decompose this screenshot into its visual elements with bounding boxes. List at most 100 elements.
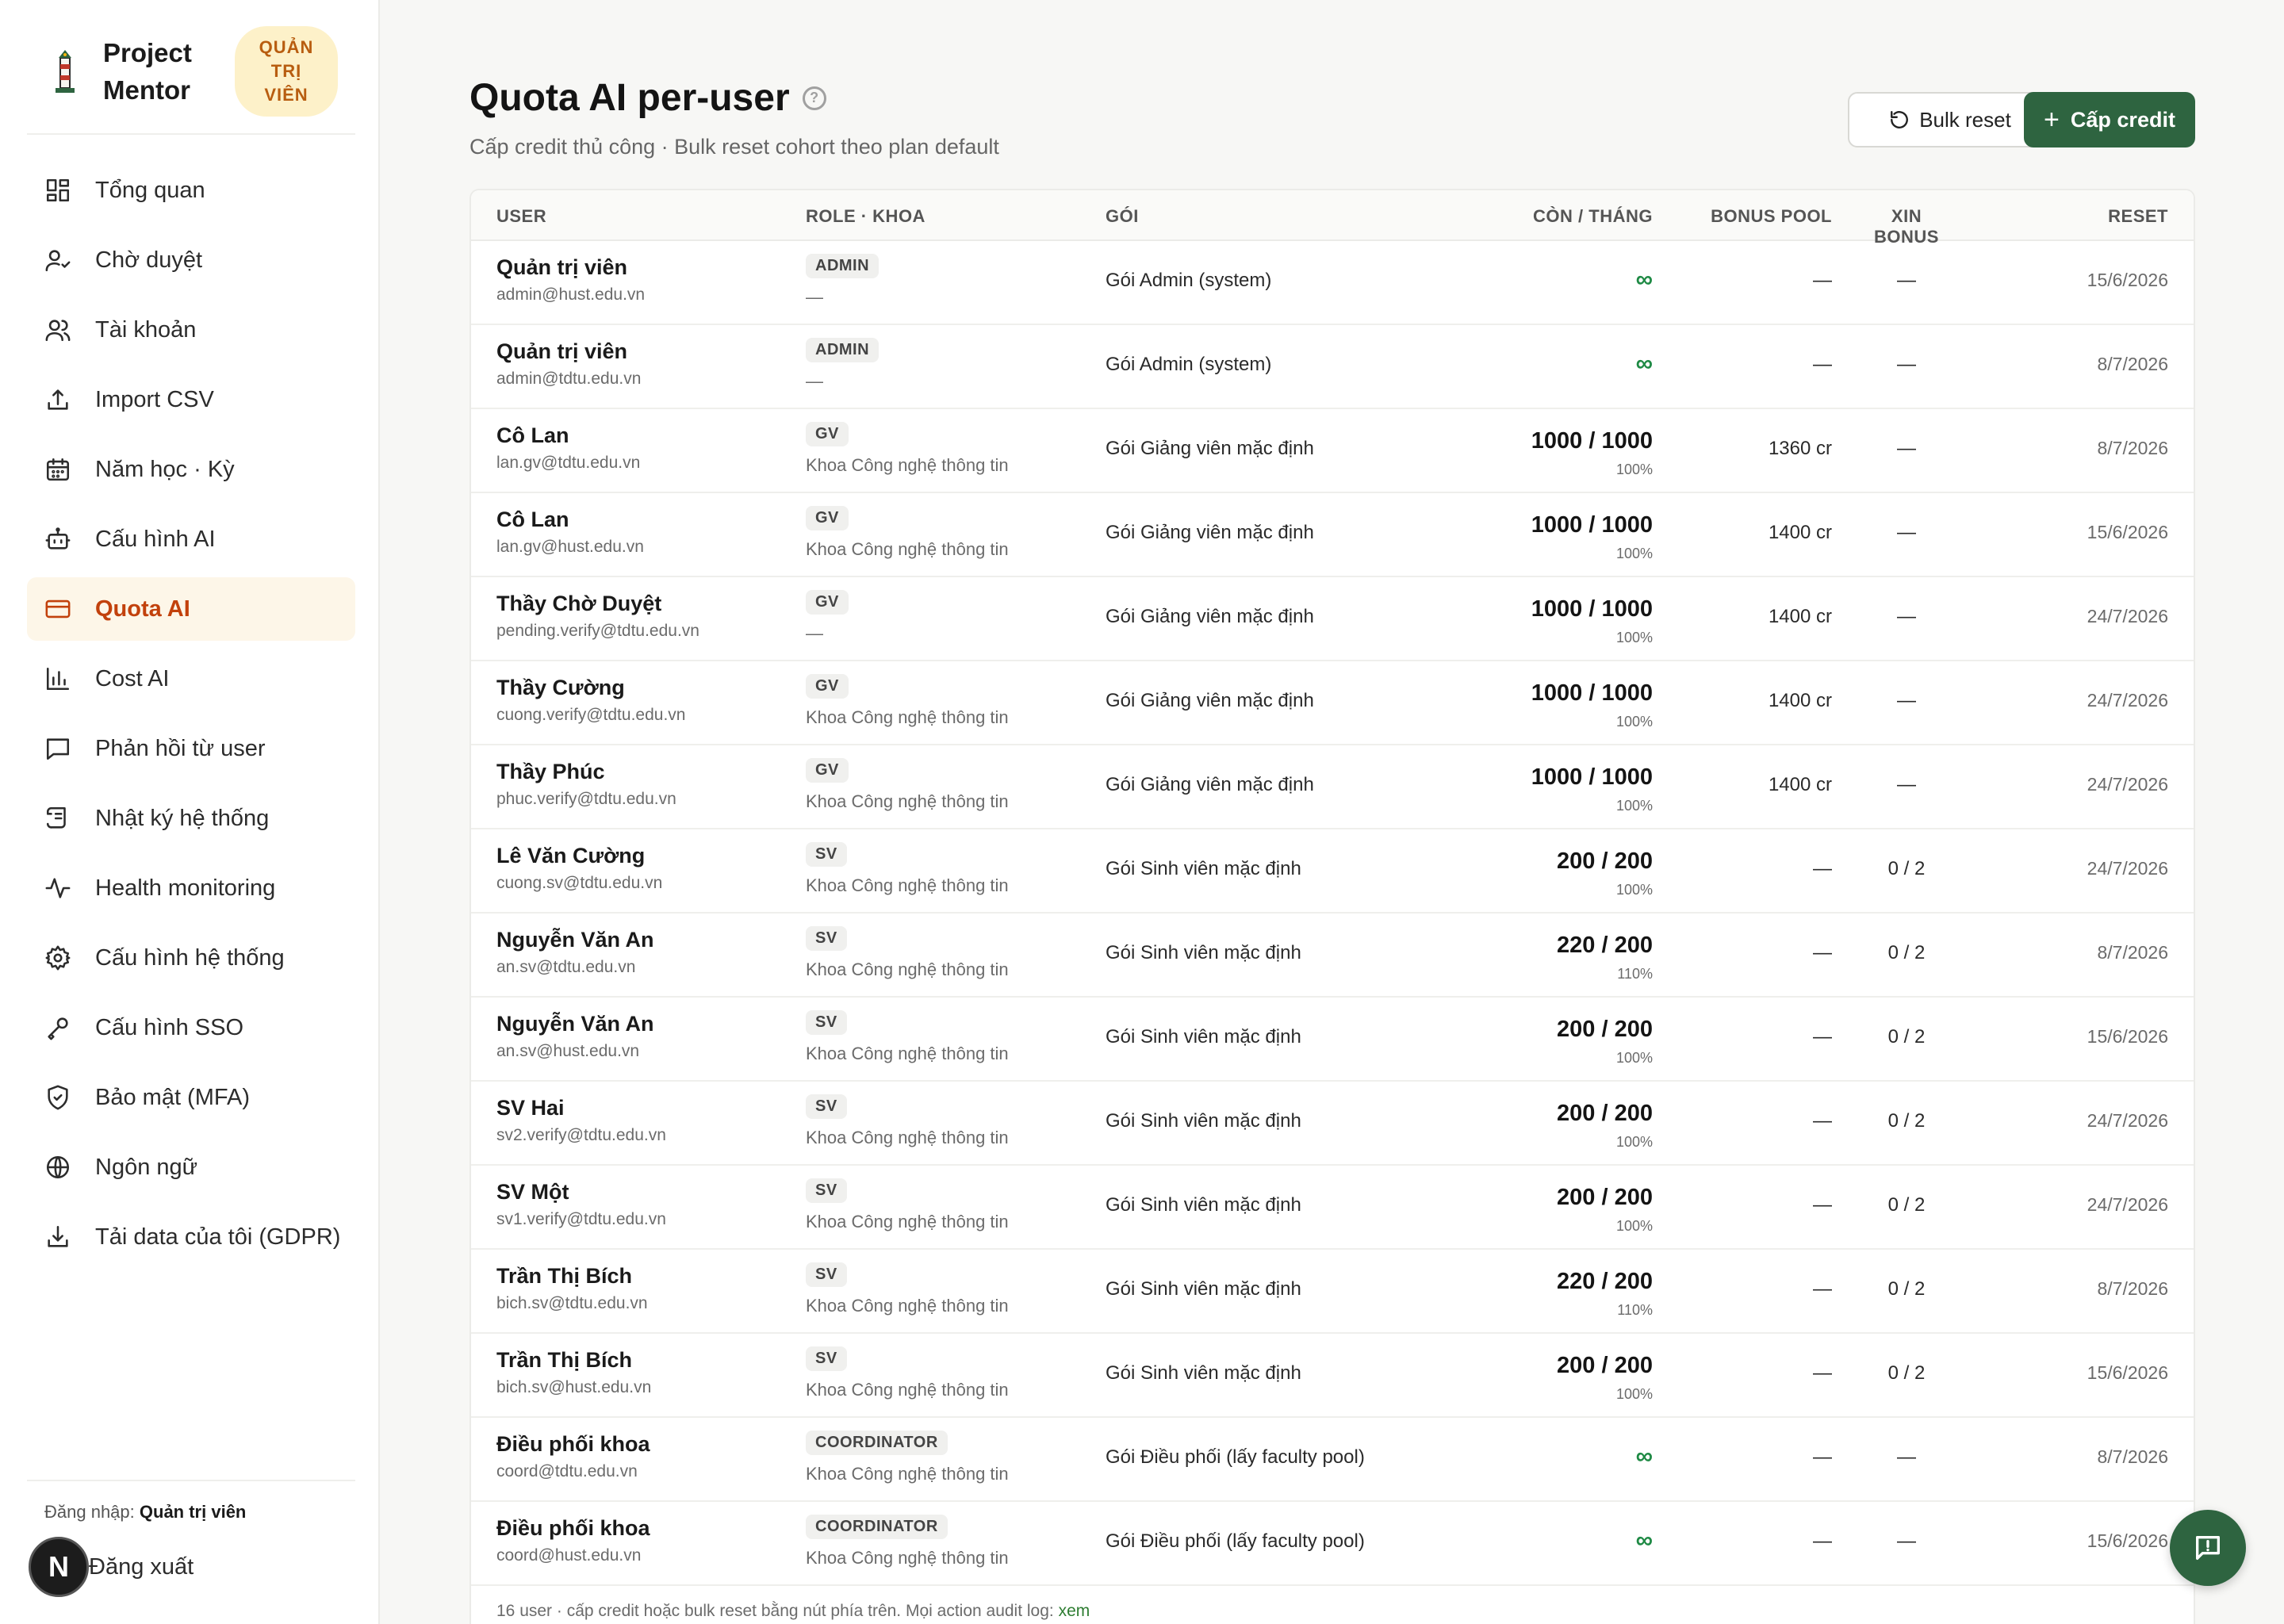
sidebar-item-calendar[interactable]: Năm học · Kỳ bbox=[27, 438, 355, 501]
quota-table: USER ROLE · KHOA GÓI CÒN / THÁNG BONUS P… bbox=[469, 189, 2195, 1624]
user-name: Quản trị viên bbox=[496, 255, 628, 279]
quota-percent: 100% bbox=[1615, 714, 1653, 730]
user-email: coord@tdtu.edu.vn bbox=[496, 1462, 638, 1480]
brand[interactable]: Project Mentor QUẢN TRỊ VIÊN bbox=[44, 26, 354, 117]
sidebar-item-bar-chart[interactable]: Cost AI bbox=[27, 647, 355, 710]
message-icon bbox=[44, 735, 71, 762]
sidebar-item-label: Health monitoring bbox=[95, 875, 276, 901]
table-row[interactable]: Điều phối khoa coord@tdtu.edu.vn COORDINAT… bbox=[471, 1418, 2194, 1502]
user-name: Thầy Phúc bbox=[496, 760, 605, 783]
sidebar-item-label: Tải data của tôi (GDPR) bbox=[95, 1224, 341, 1250]
col-bonus[interactable]: BONUS POOL bbox=[1711, 206, 1832, 226]
bonus-pool: 1400 cr bbox=[1768, 774, 1832, 795]
table-row[interactable]: Nguyễn Văn An an.sv@tdtu.edu.vn SV Khoa Côn… bbox=[471, 914, 2194, 998]
brand-name: Project Mentor bbox=[103, 38, 192, 105]
table-row[interactable]: Quản trị viên admin@hust.edu.vn ADMIN — Gói … bbox=[471, 241, 2194, 325]
plan-name: Gói Giảng viên mặc định bbox=[1106, 438, 1314, 459]
user-name: SV Hai bbox=[496, 1096, 565, 1120]
table-row[interactable]: Cô Lan lan.gv@hust.edu.vn GV Khoa Công nghệ… bbox=[471, 493, 2194, 577]
sidebar-item-label: Năm học · Kỳ bbox=[95, 456, 235, 482]
sidebar-item-key[interactable]: Cấu hình SSO bbox=[27, 996, 355, 1059]
sidebar-item-users[interactable]: Tài khoản bbox=[27, 298, 355, 362]
page-subtitle: Cấp credit thủ công · Bulk reset cohort … bbox=[469, 135, 999, 159]
infinity-quota: ∞ bbox=[1635, 266, 1653, 293]
sidebar-item-bot[interactable]: Cấu hình AI bbox=[27, 508, 355, 571]
department: Khoa Công nghệ thông tin bbox=[806, 1212, 1009, 1231]
col-reset[interactable]: RESET bbox=[2108, 206, 2168, 226]
table-row[interactable]: Trần Thị Bích bich.sv@tdtu.edu.vn SV Khoa C… bbox=[471, 1250, 2194, 1334]
sidebar-item-scroll[interactable]: Nhật ký hệ thống bbox=[27, 787, 355, 850]
table-footer: 16 user · cấp credit hoặc bulk reset bằn… bbox=[496, 1602, 1090, 1621]
department: Khoa Công nghệ thông tin bbox=[806, 959, 1009, 979]
table-row[interactable]: Thầy Chờ Duyệt pending.verify@tdtu.edu.vn… bbox=[471, 577, 2194, 661]
shield-icon bbox=[44, 1084, 71, 1111]
grant-credit-label: Cấp credit bbox=[2070, 107, 2175, 132]
infinity-quota: ∞ bbox=[1635, 350, 1653, 377]
role-badge: SV bbox=[806, 1262, 847, 1287]
plan-name: Gói Sinh viên mặc định bbox=[1106, 1278, 1301, 1300]
role-badge: SV bbox=[806, 1178, 847, 1203]
sidebar-item-activity[interactable]: Health monitoring bbox=[27, 856, 355, 920]
logout-button[interactable]: N Đăng xuất bbox=[29, 1537, 194, 1597]
sidebar-item-credit-card[interactable]: Quota AI bbox=[27, 577, 355, 641]
reset-date: 24/7/2026 bbox=[2087, 1194, 2168, 1215]
sidebar-item-download[interactable]: Tải data của tôi (GDPR) bbox=[27, 1205, 355, 1269]
sidebar-item-upload[interactable]: Import CSV bbox=[27, 368, 355, 431]
bonus-requests: — bbox=[1897, 522, 1916, 543]
col-xin-bonus[interactable]: XIN BONUS bbox=[1874, 206, 1939, 247]
col-remaining[interactable]: CÒN / THÁNG bbox=[1533, 206, 1653, 226]
bonus-requests: 0 / 2 bbox=[1887, 1110, 1926, 1132]
sidebar-item-shield[interactable]: Bảo mật (MFA) bbox=[27, 1066, 355, 1129]
bonus-requests: — bbox=[1897, 1446, 1916, 1468]
plan-name: Gói Sinh viên mặc định bbox=[1106, 1110, 1301, 1132]
user-email: coord@hust.edu.vn bbox=[496, 1546, 642, 1565]
table-row[interactable]: Thầy Phúc phuc.verify@tdtu.edu.vn GV Khoa C… bbox=[471, 745, 2194, 829]
col-role[interactable]: ROLE · KHOA bbox=[806, 206, 925, 226]
bulk-reset-button[interactable]: Bulk reset bbox=[1848, 92, 2052, 147]
login-info: Đăng nhập: Quản trị viên bbox=[44, 1502, 246, 1522]
department: Khoa Công nghệ thông tin bbox=[806, 455, 1009, 475]
sidebar-item-label: Cấu hình AI bbox=[95, 526, 216, 552]
login-prefix: Đăng nhập: bbox=[44, 1502, 135, 1522]
avatar[interactable]: N bbox=[29, 1537, 89, 1597]
sidebar-item-message[interactable]: Phản hồi từ user bbox=[27, 717, 355, 780]
user-name: Nguyễn Văn An bbox=[496, 1012, 654, 1036]
user-email: sv1.verify@tdtu.edu.vn bbox=[496, 1210, 666, 1228]
table-row[interactable]: Thầy Cường cuong.verify@tdtu.edu.vn GV Khoa… bbox=[471, 661, 2194, 745]
department: Khoa Công nghệ thông tin bbox=[806, 1044, 1009, 1063]
gear-icon bbox=[44, 944, 71, 971]
col-user[interactable]: USER bbox=[496, 206, 547, 226]
table-row[interactable]: Quản trị viên admin@tdtu.edu.vn ADMIN — Gói … bbox=[471, 325, 2194, 409]
plan-name: Gói Điều phối (lấy faculty pool) bbox=[1106, 1530, 1365, 1552]
user-name: Cô Lan bbox=[496, 423, 569, 447]
role-badge: SV bbox=[806, 842, 847, 867]
department: Khoa Công nghệ thông tin bbox=[806, 1380, 1009, 1400]
audit-log-link[interactable]: xem bbox=[1058, 1602, 1090, 1620]
sidebar-item-user-check[interactable]: Chờ duyệt bbox=[27, 228, 355, 292]
bonus-pool: — bbox=[1813, 1110, 1832, 1132]
table-row[interactable]: Nguyễn Văn An an.sv@hust.edu.vn SV Khoa Côn… bbox=[471, 998, 2194, 1082]
sidebar-item-gear[interactable]: Cấu hình hệ thống bbox=[27, 926, 355, 990]
table-row[interactable]: Lê Văn Cường cuong.sv@tdtu.edu.vn SV Khoa C… bbox=[471, 829, 2194, 914]
role-badge: GV bbox=[806, 422, 849, 446]
col-plan[interactable]: GÓI bbox=[1106, 206, 1139, 226]
table-row[interactable]: Điều phối khoa coord@hust.edu.vn COORDINAT… bbox=[471, 1502, 2194, 1586]
help-icon[interactable]: ? bbox=[802, 86, 826, 110]
feedback-button[interactable] bbox=[2170, 1510, 2246, 1586]
lighthouse-logo-icon bbox=[44, 47, 86, 96]
quota-percent: 100% bbox=[1615, 798, 1653, 814]
table-row[interactable]: Cô Lan lan.gv@tdtu.edu.vn GV Khoa Công nghệ… bbox=[471, 409, 2194, 493]
bonus-requests: 0 / 2 bbox=[1887, 1194, 1926, 1216]
table-row[interactable]: Trần Thị Bích bich.sv@hust.edu.vn SV Khoa C… bbox=[471, 1334, 2194, 1418]
sidebar-item-globe[interactable]: Ngôn ngữ bbox=[27, 1136, 355, 1199]
user-email: lan.gv@hust.edu.vn bbox=[496, 538, 644, 556]
table-row[interactable]: SV Hai sv2.verify@tdtu.edu.vn SV Khoa Công … bbox=[471, 1082, 2194, 1166]
footer-text: 16 user · cấp credit hoặc bulk reset bằn… bbox=[496, 1602, 1054, 1620]
table-row[interactable]: SV Một sv1.verify@tdtu.edu.vn SV Khoa Công … bbox=[471, 1166, 2194, 1250]
grant-credit-button[interactable]: + Cấp credit bbox=[2024, 92, 2195, 147]
role-badge: QUẢN TRỊ VIÊN bbox=[235, 26, 338, 117]
sidebar-item-dashboard[interactable]: Tổng quan bbox=[27, 159, 355, 222]
sidebar-item-label: Phản hồi từ user bbox=[95, 735, 266, 761]
sidebar-nav: Tổng quan Chờ duyệt Tài khoản Import CSV Năm… bbox=[27, 159, 355, 1275]
bonus-requests: — bbox=[1897, 438, 1916, 459]
